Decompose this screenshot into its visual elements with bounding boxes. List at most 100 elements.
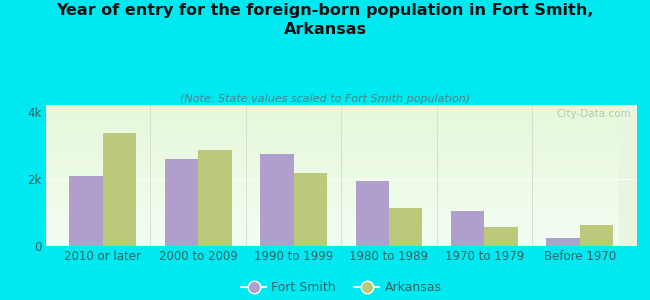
Bar [46,202,618,204]
Bar [46,181,618,182]
Bar [46,112,618,113]
Bar [46,230,618,232]
Bar [46,159,618,160]
Bar [46,195,618,197]
Bar [46,154,618,156]
Bar [46,211,618,212]
Bar [46,133,618,135]
Bar [46,228,618,229]
Bar [46,185,618,187]
Bar [46,218,618,219]
Text: Year of entry for the foreign-born population in Fort Smith,
Arkansas: Year of entry for the foreign-born popul… [57,3,593,37]
Bar [46,169,618,170]
Bar [46,178,618,180]
Bar [46,190,618,191]
Bar [389,208,422,246]
Bar [46,233,618,235]
Bar [46,137,618,139]
Bar [46,243,618,244]
Bar [46,236,618,238]
Bar [46,206,618,208]
Bar [46,242,618,243]
Bar [451,211,484,246]
Bar [46,143,618,145]
Bar [46,198,618,200]
Bar [46,164,618,166]
Bar [46,212,618,214]
Bar [260,154,294,246]
Bar [46,167,618,169]
Bar [46,187,618,188]
Bar [46,128,618,129]
Bar [103,133,136,246]
Bar [46,222,618,224]
Bar [46,176,618,177]
Bar [46,152,618,153]
Bar [46,219,618,220]
Bar [46,225,618,226]
Bar [46,226,618,228]
Bar [46,118,618,119]
Bar [46,197,618,198]
Text: (Note: State values scaled to Fort Smith population): (Note: State values scaled to Fort Smith… [180,94,470,104]
Bar [46,119,618,121]
Bar [484,226,518,246]
Bar [46,160,618,161]
Bar [294,173,327,246]
Bar [46,109,618,111]
Bar [46,177,618,178]
Bar [46,215,618,216]
Bar [46,140,618,142]
Bar [46,235,618,236]
Bar [46,130,618,132]
Bar [46,123,618,125]
Bar [46,132,618,133]
Bar [46,139,618,140]
Bar [46,108,618,109]
Bar [46,116,618,118]
Bar [46,126,618,128]
Bar [46,214,618,215]
Bar [46,208,618,209]
Bar [46,171,618,173]
Bar [46,204,618,205]
Bar [356,181,389,246]
Bar [46,184,618,185]
Bar [70,176,103,246]
Bar [46,125,618,126]
Bar [46,200,618,201]
Bar [46,115,618,116]
Bar [46,240,618,242]
Bar [46,194,618,195]
Bar [46,188,618,190]
Bar [46,216,618,218]
Bar [46,149,618,150]
Bar [46,166,618,167]
Bar [46,174,618,176]
Bar [46,170,618,171]
Bar [547,238,580,246]
Bar [46,147,618,149]
Bar [46,113,618,115]
Bar [46,205,618,206]
Bar [164,159,198,246]
Bar [46,121,618,122]
Bar [46,105,618,106]
Bar [46,106,618,108]
Bar [46,111,618,112]
Bar [46,129,618,130]
Bar [198,150,231,246]
Bar [46,145,618,146]
Bar [46,192,618,194]
Bar [46,142,618,143]
Bar [46,135,618,136]
Bar [46,229,618,230]
Bar [46,136,618,137]
Bar [46,209,618,211]
Bar [46,150,618,152]
Bar [46,239,618,240]
Bar [46,180,618,181]
Bar [580,224,613,246]
Bar [46,173,618,174]
Bar [46,224,618,225]
